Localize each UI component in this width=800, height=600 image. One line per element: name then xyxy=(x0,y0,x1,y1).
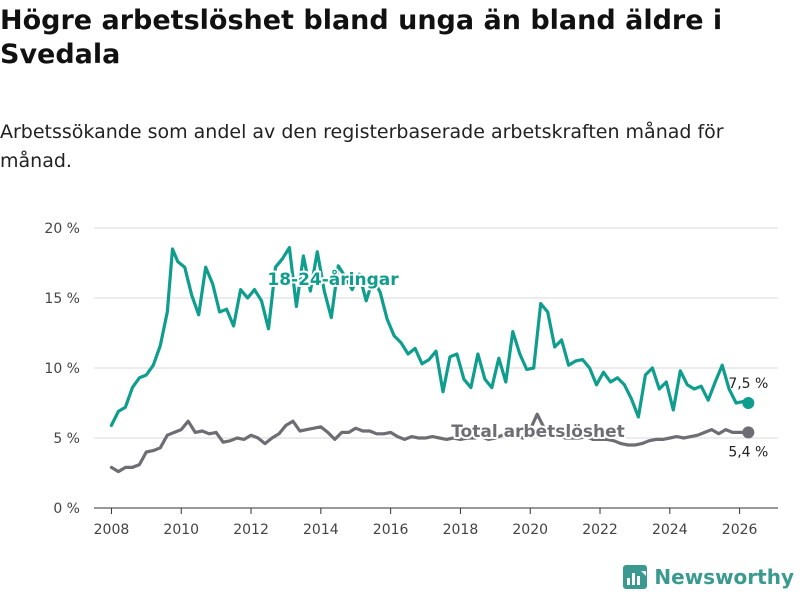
y-tick-label: 15 % xyxy=(44,291,80,307)
end-label-youth: 7,5 % xyxy=(728,376,768,392)
brand-logo[interactable]: Newsworthy xyxy=(622,564,794,590)
y-tick-label: 0 % xyxy=(53,501,80,517)
chart-subtitle: Arbetssökande som andel av den registerb… xyxy=(0,121,724,172)
end-point-youth xyxy=(742,397,755,409)
end-label-total: 5,4 % xyxy=(728,444,768,460)
x-tick-label: 2024 xyxy=(652,522,688,538)
y-tick-label: 20 % xyxy=(44,221,80,237)
series-lines xyxy=(109,246,755,474)
series-label-total: Total arbetslöshet xyxy=(451,422,625,442)
newsworthy-logo-icon xyxy=(623,565,648,589)
series-label-youth: 18-24-åringar xyxy=(267,268,399,290)
x-tick-label: 2010 xyxy=(163,522,199,538)
brand-name: Newsworthy xyxy=(654,565,794,589)
x-tick-label: 2008 xyxy=(94,522,130,538)
x-tick-label: 2026 xyxy=(722,522,758,538)
x-tick-label: 2014 xyxy=(303,522,339,538)
chart-title: Högre arbetslöshet bland unga än bland ä… xyxy=(0,5,723,70)
x-tick-label: 2012 xyxy=(233,522,269,538)
series-line-total xyxy=(109,412,750,474)
y-tick-label: 10 % xyxy=(44,361,80,377)
x-tick-label: 2020 xyxy=(512,522,548,538)
x-tick-label: 2016 xyxy=(373,522,409,538)
axes: 0 % 5 % 10 % 15 % 20 % 2008 2010 2012 2014 2016 20… xyxy=(44,221,778,538)
y-tick-label: 5 % xyxy=(53,431,80,447)
end-point-total xyxy=(742,426,755,439)
gridlines xyxy=(94,227,778,509)
series-labels: 7,5 % 5,4 % 18-24-åringar Total arbetslöshe… xyxy=(265,266,768,460)
x-tick-label: 2018 xyxy=(443,522,479,538)
x-tick-label: 2022 xyxy=(582,522,618,538)
series-line-youth xyxy=(109,246,750,427)
